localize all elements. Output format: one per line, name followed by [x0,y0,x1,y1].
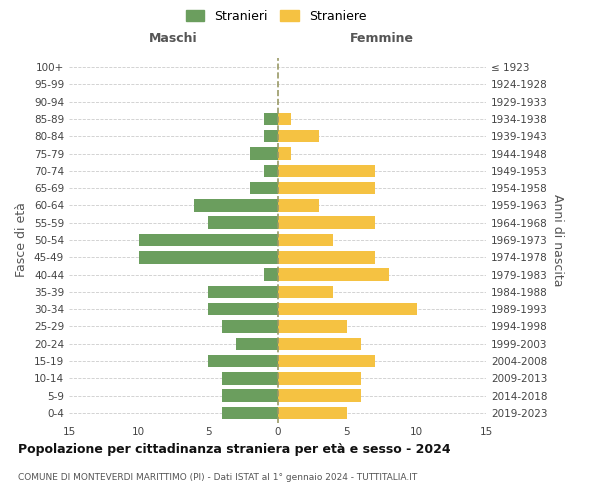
Bar [277,164,375,177]
Text: Maschi: Maschi [149,32,197,44]
Legend: Stranieri, Straniere: Stranieri, Straniere [182,6,370,26]
Bar [277,148,292,160]
Bar [277,130,319,142]
Text: Femmine: Femmine [350,32,414,44]
Bar [263,112,277,125]
Bar [277,407,347,419]
Bar [208,355,277,368]
Bar [208,303,277,316]
Bar [277,320,347,332]
Bar [277,286,333,298]
Bar [208,216,277,229]
Bar [277,251,375,264]
Bar [277,338,361,350]
Bar [277,182,375,194]
Bar [222,390,277,402]
Y-axis label: Anni di nascita: Anni di nascita [551,194,564,286]
Bar [208,286,277,298]
Bar [139,234,277,246]
Bar [277,112,292,125]
Bar [263,268,277,281]
Text: COMUNE DI MONTEVERDI MARITTIMO (PI) - Dati ISTAT al 1° gennaio 2024 - TUTTITALIA: COMUNE DI MONTEVERDI MARITTIMO (PI) - Da… [18,472,417,482]
Bar [277,234,333,246]
Bar [277,355,375,368]
Text: Popolazione per cittadinanza straniera per età e sesso - 2024: Popolazione per cittadinanza straniera p… [18,442,451,456]
Bar [277,390,361,402]
Bar [277,268,389,281]
Bar [222,372,277,384]
Bar [263,130,277,142]
Bar [263,164,277,177]
Bar [277,199,319,211]
Bar [250,148,277,160]
Y-axis label: Fasce di età: Fasce di età [16,202,28,278]
Bar [236,338,277,350]
Bar [277,216,375,229]
Bar [139,251,277,264]
Bar [222,320,277,332]
Bar [194,199,277,211]
Bar [250,182,277,194]
Bar [277,372,361,384]
Bar [222,407,277,419]
Bar [277,303,416,316]
